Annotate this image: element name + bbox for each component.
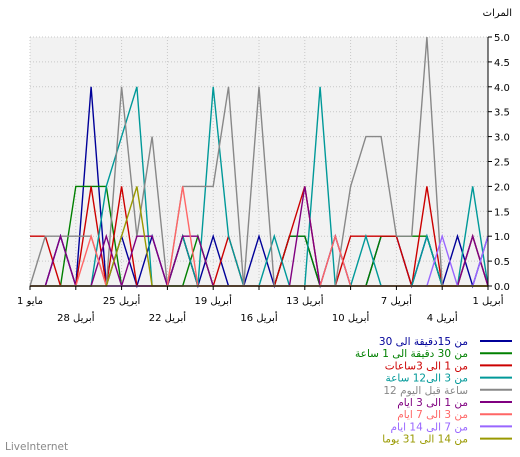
x-tick-label: 16 أبريل xyxy=(240,311,278,324)
legend-label: من 3 الى 7 ايام xyxy=(397,409,468,421)
legend-label: من 7 الى 14 ايام xyxy=(391,421,468,433)
x-axis-ticks: 1 مايو 25 أبريل 19 أبريل 13 أبريل 7 أبريل 1 أ… xyxy=(17,286,504,324)
y-tick-label: 0.5 xyxy=(494,257,510,268)
x-tick-label: 13 أبريل xyxy=(286,294,324,307)
y-axis-title: المرات xyxy=(483,8,512,19)
x-tick-label: 19 أبريل xyxy=(195,294,233,307)
y-tick-label: 5.0 xyxy=(494,33,510,44)
x-tick-label: 1 مايو xyxy=(17,296,43,307)
y-tick-label: 3.5 xyxy=(494,108,510,119)
y-tick-label: 1.5 xyxy=(494,207,510,218)
footer-brand: LiveInternet xyxy=(5,441,68,453)
y-tick-label: 0.0 xyxy=(494,282,510,293)
x-tick-label: 4 أبريل xyxy=(427,311,458,324)
y-tick-label: 4.5 xyxy=(494,58,510,69)
legend-label: من 15دقيقة الى 30 xyxy=(379,336,468,348)
y-tick-label: 2.5 xyxy=(494,158,510,169)
y-tick-label: 2.0 xyxy=(494,182,510,193)
legend-label: من 14 الى 31 يوما xyxy=(382,434,468,446)
x-tick-label: 10 أبريل xyxy=(332,311,370,324)
x-tick-label: 22 أبريل xyxy=(149,311,187,324)
x-tick-label: 28 أبريل xyxy=(57,311,95,324)
legend-label: 12 ساعة قبل اليوم xyxy=(383,385,468,397)
x-tick-label: 25 أبريل xyxy=(103,294,141,307)
x-tick-label: 7 أبريل xyxy=(381,294,412,307)
legend-label: من 30 دقيقة الى 1 ساعة xyxy=(355,348,468,360)
legend-label: من 1 الى 3ساعات xyxy=(385,360,468,372)
legend-label: من 3 الى12 ساعة xyxy=(386,373,468,385)
y-tick-label: 3.0 xyxy=(494,133,510,144)
legend-label: من 1 الى 3 ايام xyxy=(397,397,468,409)
y-tick-label: 1.0 xyxy=(494,232,510,243)
y-axis-ticks: 0.0 0.5 1.0 1.5 2.0 2.5 3.0 3.5 4.0 4.5 5.0 xyxy=(488,33,510,293)
y-tick-label: 4.0 xyxy=(494,83,510,94)
x-tick-label: 1 أبريل xyxy=(473,294,504,307)
